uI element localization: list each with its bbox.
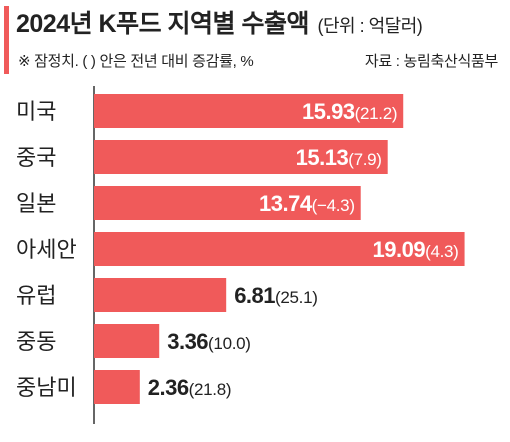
data-label: 3.36(10.0) [167,329,250,354]
chart-title-block: 2024년 K푸드 지역별 수출액 (단위 : 억달러) [16,4,423,40]
bar [94,94,404,128]
category-label: 중동 [16,329,56,354]
bar [94,278,227,312]
category-label: 아세안 [16,237,77,262]
bar [94,140,388,174]
bar-chart: 미국 15.93(21.2) 중국 15.13(7.9) 일본 13.74(−4.3) 아세… [16,86,465,424]
chart-source: 자료 : 농림축산식품부 [364,53,498,70]
category-label: 중국 [16,145,56,170]
bar [94,370,140,404]
title-accent-bar [4,6,9,74]
chart-unit: (단위 : 억달러) [317,16,423,36]
data-label: 6.81(25.1) [234,283,317,308]
bar [94,232,465,266]
data-label: 19.09(4.3) [373,237,459,262]
category-label: 중남미 [16,375,77,400]
data-label: 15.13(7.9) [296,145,382,170]
chart-title: 2024년 K푸드 지역별 수출액 [16,10,310,38]
category-label: 미국 [16,99,56,124]
category-label: 일본 [16,191,56,216]
chart-note: ※ 잠정치. ( ) 안은 전년 대비 증감률, % [18,53,254,70]
data-label: 2.36(21.8) [148,375,231,400]
data-label: 15.93(21.2) [302,99,397,124]
category-label: 유럽 [16,283,56,308]
data-label: 13.74(−4.3) [259,191,355,216]
bar [94,186,361,220]
bar [94,324,160,358]
